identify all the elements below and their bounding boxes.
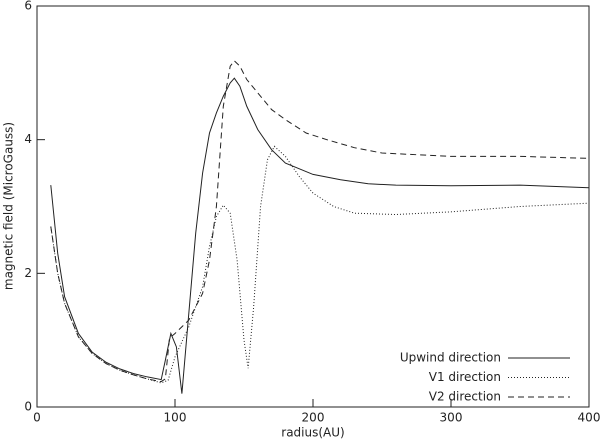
series-line: [50, 77, 590, 394]
x-axis-label: radius(AU): [281, 426, 344, 440]
series-line: [50, 145, 590, 384]
legend-label: V1 direction: [429, 370, 501, 384]
x-tick-label: 300: [440, 411, 463, 425]
x-tick-label: 0: [33, 411, 41, 425]
legend-label: V2 direction: [429, 390, 501, 404]
y-tick-label: 2: [24, 266, 32, 280]
y-tick-label: 6: [24, 0, 32, 13]
y-tick-label: 4: [24, 132, 32, 146]
x-tick-label: 200: [302, 411, 325, 425]
x-tick-label: 100: [164, 411, 187, 425]
legend-label: Upwind direction: [400, 351, 501, 365]
series-line: [50, 60, 590, 383]
y-tick-label: 0: [24, 400, 32, 414]
plot-frame: [36, 5, 590, 408]
y-axis-label: magnetic field (MicroGauss): [2, 122, 16, 290]
x-tick-label: 400: [578, 411, 600, 425]
